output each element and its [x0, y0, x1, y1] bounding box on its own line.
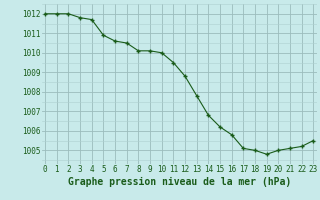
X-axis label: Graphe pression niveau de la mer (hPa): Graphe pression niveau de la mer (hPa) [68, 177, 291, 187]
